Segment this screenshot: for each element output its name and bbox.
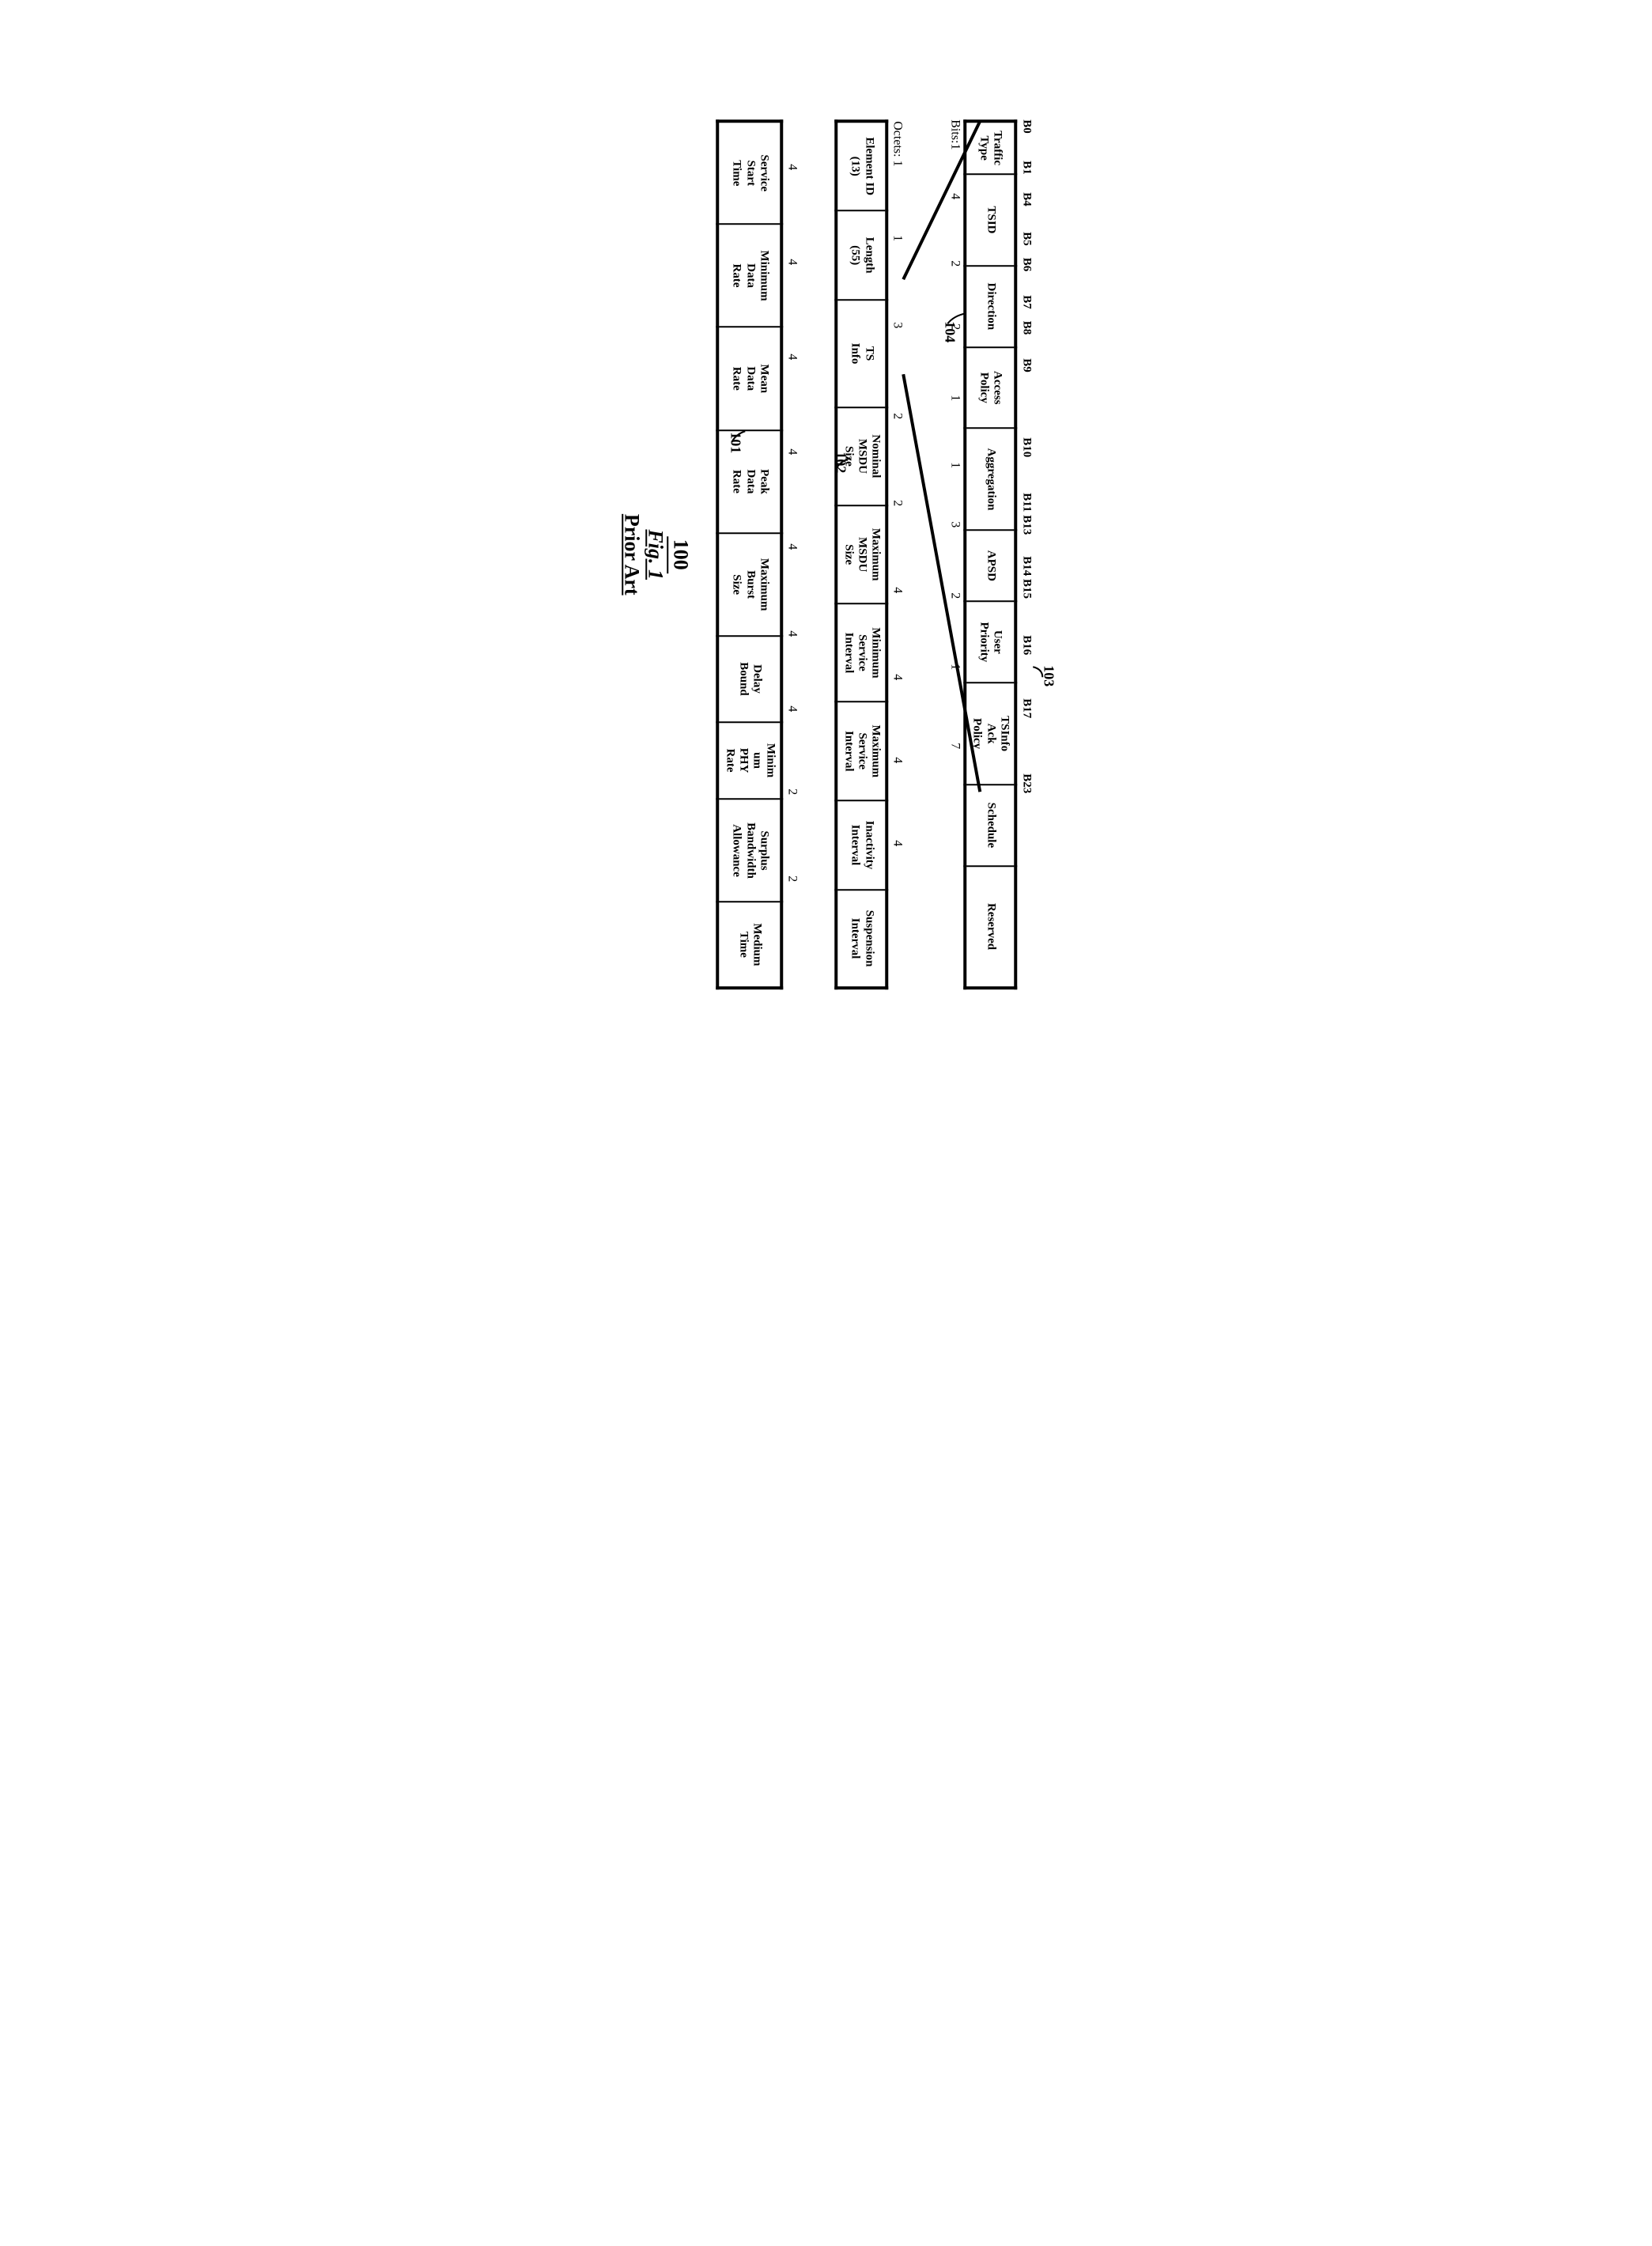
octet-count: 4 [784,594,799,673]
ts-info-field: TSInfoAckPolicy [965,682,1015,785]
tspec-field: DelayBound [717,636,781,722]
tspec-field: ServiceStartTime [717,121,781,224]
callout-104: 104 [941,321,958,342]
tspec-field: SuspensionInterval [836,890,886,988]
octet-count: 2 [784,744,799,839]
bit-count: 4 [947,161,962,232]
octet-count: 4 [784,499,799,594]
ts-info-field: TSID [965,174,1015,266]
tspec-field: MinimumDataRate [717,224,781,327]
fignum-100: 100 [667,536,692,573]
octet-count: 2 [890,459,904,546]
octet-count: 2 [890,372,904,459]
bit-marker: B11 B13 [1019,493,1033,556]
callout-103: 103 [1040,665,1057,686]
ts-info-field: AccessPolicy [965,347,1015,429]
octet-count: 4 [890,720,904,800]
bit-marker: B1 B4 [1019,161,1033,232]
bit-marker: B10 [1019,437,1033,493]
bit-marker: B9 [1019,358,1033,437]
octet-count: 4 [784,673,799,744]
ts-info-field: Aggregation [965,429,1015,531]
bit-marker: B7 B8 [1019,295,1033,358]
tspec-field: MaximumMSDUSize [836,505,886,603]
tspec-diagram: B0 B1 B4 B5 B6 B7 B8 B9 B10 B11 B13 B14 … [619,119,1033,989]
bit-count: 1 [947,358,962,437]
ts-info-field: UserPriority [965,601,1015,682]
bit-count: 1 [947,437,962,493]
tspec-row-2: ServiceStartTimeMinimumDataRateMeanDataR… [716,119,783,989]
bits-prefix: Bits: [948,119,962,143]
tspec-field: MeanDataRate [717,327,781,430]
octet-count: 1 [890,161,904,167]
bit-count: 7 [947,698,962,793]
bit-count: 2 [947,232,962,295]
bit-marker: B17B23 [1019,698,1033,793]
callout-102: 102 [832,452,849,473]
bit-marker: B14 B15 [1019,556,1033,635]
tspec-field: MinimumPHYRate [717,722,781,800]
callout-101: 101 [727,432,743,453]
octet-count: 4 [784,119,799,214]
prior-art-label: Prior Art [620,514,643,596]
octet-count: 4 [784,214,799,309]
tspec-field: TSInfo [836,300,886,407]
tspec-field: MinimumServiceInterval [836,603,886,701]
bit-count: 1 [948,143,962,149]
ts-info-field: TrafficType [965,121,1015,174]
tspec-field: MaximumServiceInterval [836,702,886,800]
octet-count: 1 [890,199,904,278]
tspec-field: InactivityInterval [836,800,886,890]
octets-prefix: Octets: [890,121,904,157]
figure-caption: 100 Fig. 1 Prior Art [619,119,692,989]
octet-count: 2 [784,839,799,918]
ts-info-field: Direction [965,266,1015,347]
tspec-field: SurplusBandwidthAllowance [717,799,781,902]
bit-marker: B16 [1019,635,1033,698]
tspec-field: Element ID(13) [836,121,886,210]
bit-marker: B5 B6 [1019,232,1033,295]
tspec-field: Length(55) [836,210,886,300]
ts-info-bitfield: TrafficTypeTSIDDirectionAccessPolicyAggr… [963,119,1017,989]
ts-info-field: Schedule [965,785,1015,866]
octet-count: 4 [890,800,904,887]
tspec-field: MediumTime [717,902,781,989]
bit-count: 1 [947,635,962,698]
bit-count: 3 [947,493,962,556]
ts-info-field: Reserved [965,866,1015,988]
octet-count: 4 [784,404,799,499]
tspec-row-1: Element ID(13)Length(55)TSInfoNominalMSD… [834,119,888,989]
octet-count: 4 [784,309,799,404]
tspec-field: MaximumBurstSize [717,533,781,636]
bit-count: 2 [947,556,962,635]
fig-label: Fig. 1 [644,529,667,580]
ts-info-field: APSD [965,530,1015,601]
octet-count: 3 [890,278,904,372]
octet-count: 4 [890,546,904,633]
bit-marker: B0 [1019,119,1033,161]
octet-count: 4 [890,633,904,720]
